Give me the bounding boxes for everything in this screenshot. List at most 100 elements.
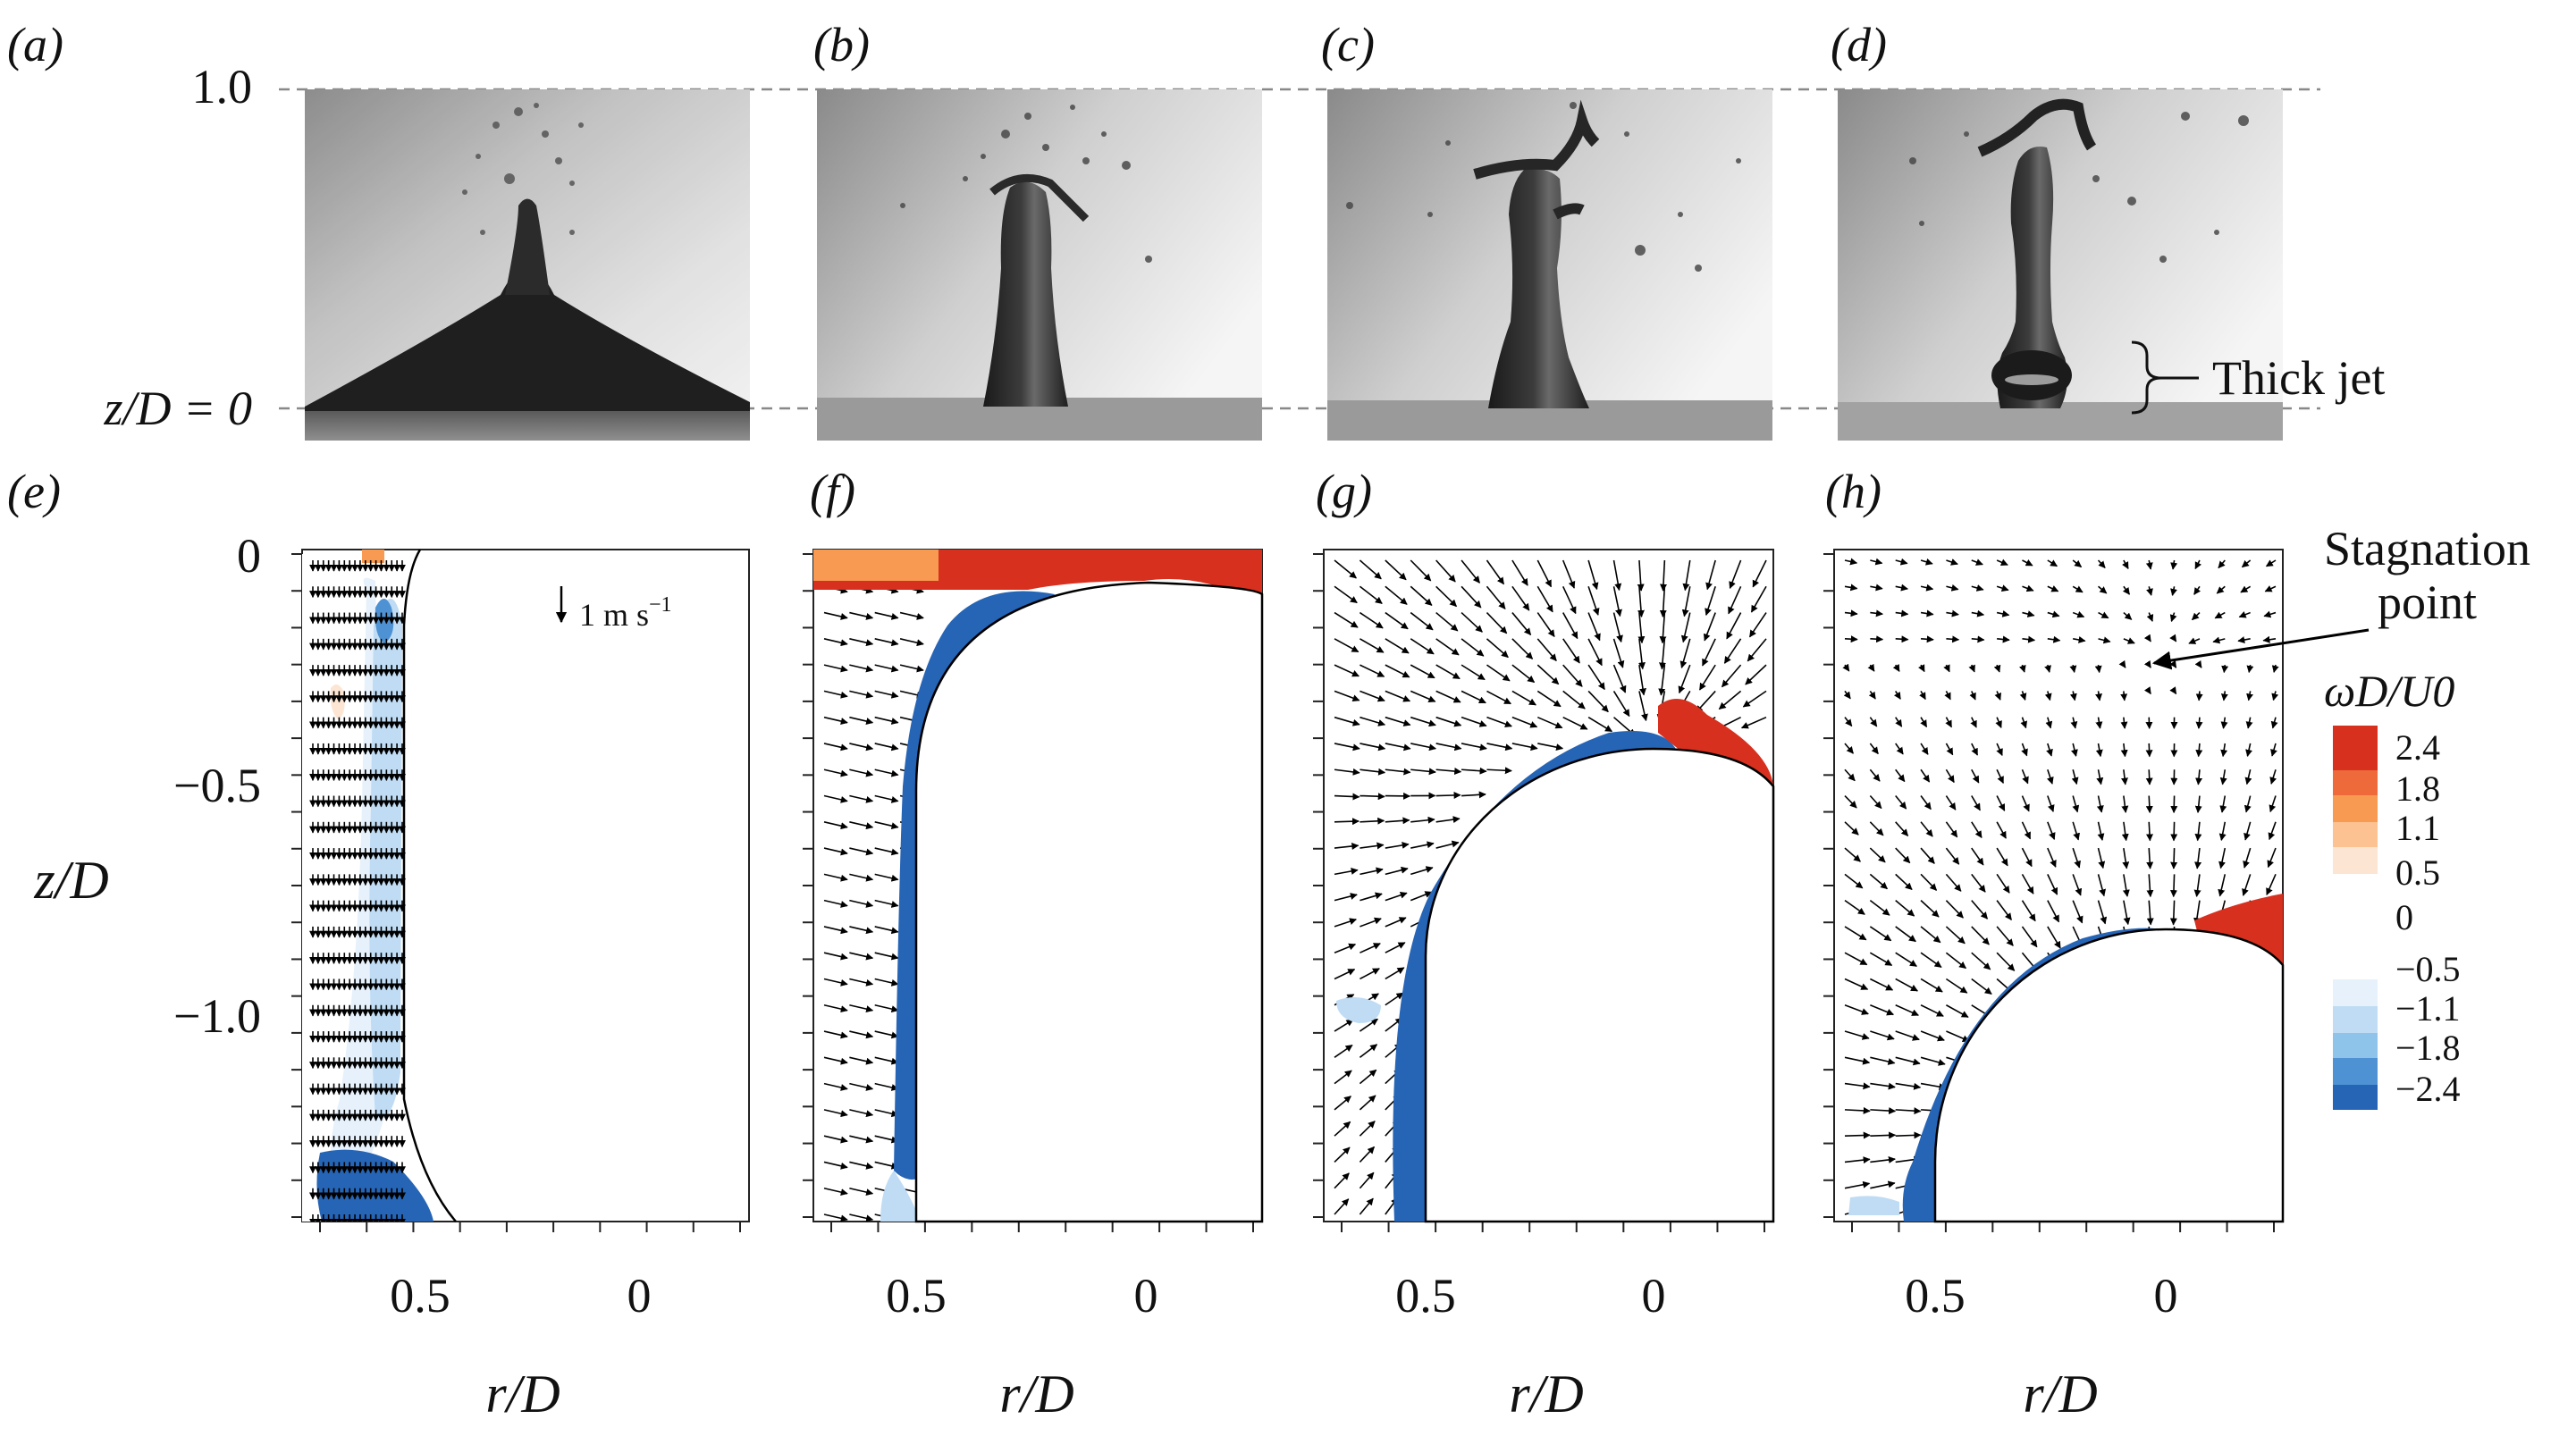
velocity-vector: [1895, 795, 1907, 810]
velocity-vector: [2195, 769, 2203, 785]
velocity-vector: [1562, 664, 1583, 687]
velocity-vector: [874, 716, 899, 725]
velocity-vector: [1435, 559, 1456, 583]
velocity-vector: [1359, 559, 1382, 580]
velocity-vector: [1587, 559, 1599, 591]
velocity-vector: [1867, 663, 1875, 672]
colorbar-swatch: [2333, 979, 2378, 1006]
velocity-vector: [1334, 585, 1358, 604]
panel-label-c: (c): [1321, 18, 1375, 71]
velocity-vector: [2220, 691, 2228, 701]
velocity-vector: [874, 1135, 899, 1144]
velocity-vector: [2047, 926, 2061, 949]
colorbar-tick-label: 0.5: [2395, 852, 2440, 893]
velocity-vector: [1895, 847, 1911, 864]
velocity-vector: [1334, 559, 1357, 579]
velocity-vector: [1334, 793, 1360, 801]
velocity-vector: [1895, 1004, 1919, 1016]
velocity-vector: [2194, 659, 2202, 668]
velocity-vector: [2245, 743, 2252, 757]
velocity-vector: [823, 1056, 848, 1065]
velocity-vector: [1895, 584, 1908, 592]
velocity-vector: [1721, 664, 1742, 688]
photo-a: [305, 89, 750, 441]
velocity-vector: [1334, 867, 1359, 876]
velocity-vector: [2123, 637, 2135, 644]
x-axis-label-g: r/D: [1509, 1365, 1583, 1423]
velocity-vector: [849, 664, 874, 673]
velocity-vector: [2072, 559, 2083, 568]
velocity-vector: [1537, 743, 1564, 752]
velocity-vector: [1745, 664, 1767, 685]
velocity-vector: [1844, 847, 1861, 862]
velocity-vector: [1943, 664, 1950, 673]
velocity-vector: [1562, 612, 1578, 640]
velocity-vector: [849, 978, 874, 987]
panel-label-f: (f): [810, 465, 855, 518]
velocity-vector: [2241, 559, 2252, 568]
velocity-vector: [1536, 664, 1560, 685]
vorticity-contour: [880, 1171, 921, 1222]
interface-line: [914, 581, 1264, 1223]
velocity-vector: [823, 899, 848, 908]
velocity-vector: [1334, 638, 1360, 653]
velocity-vector: [1359, 1069, 1377, 1085]
velocity-vector: [1511, 664, 1536, 684]
velocity-vector: [2021, 743, 2028, 757]
colorbar-tick-label: −0.5: [2395, 949, 2461, 989]
velocity-vector: [2170, 821, 2178, 842]
vorticity-panel-g: [1313, 549, 1775, 1232]
velocity-vector: [2218, 821, 2227, 842]
velocity-vector: [1895, 1107, 1922, 1115]
velocity-vector: [1334, 1019, 1354, 1032]
velocity-vector: [1728, 585, 1742, 615]
velocity-vector: [1844, 558, 1858, 566]
velocity-vector: [1869, 952, 1893, 967]
velocity-vector: [1385, 585, 1408, 605]
velocity-vector: [1844, 1131, 1871, 1139]
velocity-vector: [1486, 690, 1511, 705]
velocity-vector: [1385, 841, 1410, 849]
velocity-vector: [2022, 635, 2036, 643]
velocity-vector: [1486, 559, 1505, 585]
velocity-vector: [849, 1109, 874, 1118]
velocity-vector: [2072, 610, 2085, 618]
velocity-vector: [1945, 847, 1960, 865]
velocity-vector: [823, 847, 848, 856]
velocity-vector: [849, 952, 874, 961]
velocity-vector: [1359, 585, 1383, 605]
colorbar-tick-label: −2.4: [2395, 1069, 2461, 1109]
velocity-vector: [2097, 847, 2106, 869]
velocity-vector: [874, 1082, 899, 1091]
velocity-vector: [1844, 1156, 1871, 1164]
velocity-vectors: [1842, 558, 2279, 1215]
velocity-vector: [1726, 612, 1742, 640]
velocity-vector: [1435, 791, 1461, 799]
velocity-vector: [823, 1082, 848, 1091]
velocity-vector: [1996, 584, 2009, 592]
velocity-vector: [823, 743, 848, 752]
velocity-vector: [2214, 611, 2226, 619]
velocity-vector: [1486, 716, 1512, 728]
velocity-vector: [1659, 638, 1666, 670]
velocity-vector: [874, 690, 899, 699]
velocity-vector: [1946, 558, 1958, 566]
velocity-vector: [874, 743, 899, 752]
velocity-vector: [2146, 900, 2154, 926]
velocity-vector: [1334, 843, 1360, 850]
velocity-vector: [2021, 926, 2038, 948]
y-tick-minus-1-0: −1.0: [173, 989, 261, 1043]
velocity-vector: [1869, 717, 1878, 727]
velocity-vector: [1844, 717, 1853, 727]
velocity-vector: [823, 638, 848, 647]
velocity-vector: [1385, 917, 1407, 928]
velocity-vector: [2018, 664, 2026, 673]
y-tick-0: 0: [237, 529, 261, 583]
velocity-vector: [1895, 558, 1908, 566]
velocity-vector: [1920, 952, 1942, 969]
velocity-vector: [1946, 1030, 1970, 1042]
velocity-vector: [1679, 638, 1691, 669]
velocity-vector: [1587, 664, 1605, 691]
velocity-vector: [1435, 638, 1460, 656]
velocity-vector: [1895, 635, 1909, 643]
